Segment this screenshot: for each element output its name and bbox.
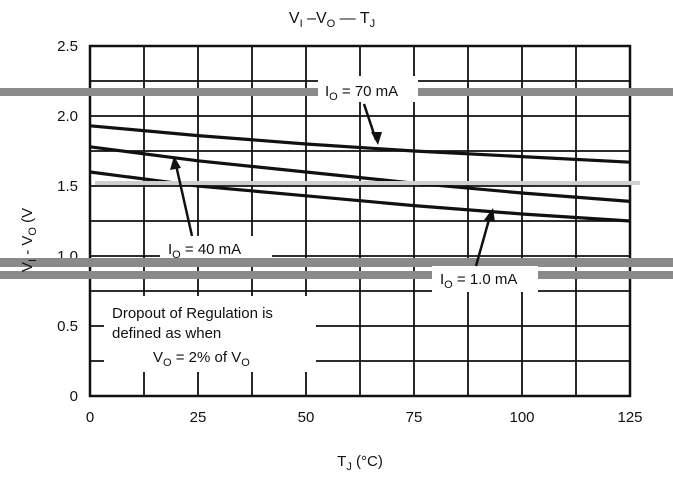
x-tick-label: 50 xyxy=(298,409,315,426)
series-line-1 xyxy=(89,124,631,164)
note-line-3: VO = 2% of VO xyxy=(153,349,250,369)
io70-label-box xyxy=(318,76,418,102)
io1-arrowhead xyxy=(484,208,495,222)
io70-arrowhead xyxy=(371,132,382,145)
note-line-1: Dropout of Regulation is xyxy=(112,305,273,322)
y-tick-label: 0 xyxy=(70,388,78,405)
io40-arrowhead xyxy=(170,156,181,170)
io1-label-box xyxy=(432,266,538,292)
note-line-2: defined as when xyxy=(112,325,221,342)
io70-label: IO = 70 mA xyxy=(325,83,398,103)
io40-label-box xyxy=(160,236,272,258)
scan-band-lower-2 xyxy=(0,271,673,279)
note-box xyxy=(104,296,316,372)
x-tick-label: 75 xyxy=(406,409,423,426)
io1-pointer xyxy=(474,215,492,267)
chart-title: VI –VO — TJ xyxy=(289,10,375,30)
scan-band-mid xyxy=(95,181,640,185)
scan-band-lower-1 xyxy=(0,258,673,267)
x-axis-label: TJ (°C) xyxy=(337,453,383,473)
x-tick-label: 125 xyxy=(617,409,642,426)
io40-pointer xyxy=(174,164,194,237)
io1-label: IO = 1.0 mA xyxy=(440,271,517,291)
x-tick-label: 100 xyxy=(509,409,534,426)
y-axis-label: VI - VO (V xyxy=(19,208,39,272)
y-tick-label: 2.5 xyxy=(57,38,78,55)
y-tick-label: 1.5 xyxy=(57,178,78,195)
y-tick-label: 0.5 xyxy=(57,318,78,335)
io40-label: IO = 40 mA xyxy=(168,241,241,261)
y-tick-label: 2.0 xyxy=(57,108,78,125)
series-line-2 xyxy=(89,145,631,203)
x-tick-label: 0 xyxy=(86,409,94,426)
x-tick-label: 25 xyxy=(190,409,207,426)
x-axis-ticks: 0 25 50 75 100 125 xyxy=(86,409,643,426)
